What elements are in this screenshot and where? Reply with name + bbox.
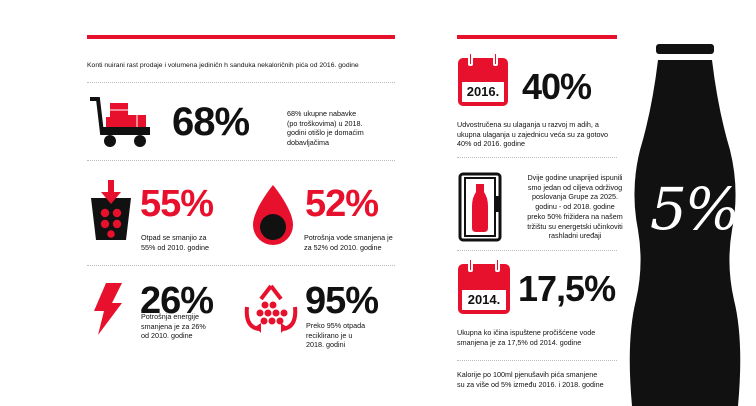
fridge-line2: smo jedan od ciljeva održivog (527, 182, 623, 192)
intro-text: Konti nuirani rast prodaje i volumena je… (87, 62, 359, 69)
stat-52-value: 52% (305, 183, 379, 225)
stat-40-line3: 40% od 2016. godine (457, 139, 525, 149)
stat-55-text: Otpad se smanjio za 55% od 2010. godine (141, 233, 241, 252)
stat-68-line3: godini otišlo je domaćim (287, 128, 364, 138)
stat-40-line2: ukupna ulaganja u zajednicu veća su za g… (457, 129, 609, 139)
stat-95-line2: recikliranо je u (306, 330, 353, 340)
stat-40-text: Udvostručena su ulaganja u razvoj m adih… (457, 120, 637, 149)
calories-text: Kalorije po 100ml pjenušavih pića smanje… (457, 370, 637, 389)
stat-26-line1: Potrošnja energije (141, 312, 199, 321)
stat-175-text: Ukupna ko ičina ispuštene pročišćene vod… (457, 328, 637, 347)
stat-26-value: 26% (140, 280, 214, 322)
divider (87, 265, 395, 266)
left-top-bar (87, 35, 395, 39)
stat-95-text: Preko 95% otpada recikliranо je u 2018. … (306, 321, 406, 350)
calendar-icon: 2014. (458, 258, 510, 314)
fridge-line4: godinu - od 2018. godine (535, 202, 615, 212)
stat-95-value: 95% (305, 280, 379, 322)
divider (457, 250, 617, 251)
divider (87, 160, 395, 161)
stat-26-line3: od 2010. godine (141, 331, 193, 341)
divider (87, 82, 395, 83)
fridge-line5: preko 50% frižidera na našem (527, 211, 623, 221)
stat-55-value: 55% (140, 183, 214, 225)
stat-68-line4: dobavljačima (287, 138, 329, 148)
stat-55-line2: 55% od 2010. godine (141, 242, 209, 252)
stat-26-text: Potrošnja energije smanjena je za 26% od… (141, 312, 241, 341)
waste-bin-icon (91, 180, 131, 240)
stat-175-line2: smanjena je za 17,5% od 2014. godine (457, 337, 582, 347)
fridge-line3: poslovanja Grupe za 2025. (532, 192, 618, 202)
stat-52-line2: za 52% od 2010. godine (304, 242, 382, 252)
stat-40-value: 40% (522, 66, 592, 107)
fridge-icon (458, 172, 502, 242)
stat-40-line1: Udvostručena su ulaganja u razvoj m adih… (457, 120, 599, 129)
bottle-label: 5% (650, 175, 740, 243)
stat-175-line1: Ukupna ko ičina ispuštene pročišćene vod… (457, 328, 596, 337)
recycle-icon (244, 284, 298, 333)
stat-68-value: 68% (172, 100, 250, 144)
fridge-line7: rashladni uređaji (548, 231, 602, 241)
fridge-line6: tržištu su energetski učinkoviti (527, 221, 623, 231)
divider (457, 157, 617, 158)
stat-68-line1: 68% ukupne nabavke (287, 109, 357, 118)
right-top-bar (457, 35, 617, 39)
lightning-bolt-icon (94, 283, 122, 335)
stat-26-line2: smanjena je za 26% (141, 321, 206, 331)
stat-55-line1: Otpad se smanjio za (141, 233, 207, 242)
stat-95-line1: Preko 95% otpada (306, 321, 366, 330)
calendar-year: 2016. (466, 84, 500, 99)
stat-95-line3: 2018. godini (306, 340, 346, 350)
bottle-icon (629, 44, 741, 406)
calories-line2: su za više od 5% između 2016. i 2018. go… (457, 379, 604, 389)
stat-68-line2: (po troškovima) u 2018. (287, 118, 363, 128)
water-drop-icon (253, 185, 293, 245)
fridge-text: Dvije godine unaprijed ispunili smo jeda… (515, 173, 635, 241)
calendar-icon: 2016. (458, 52, 508, 106)
stat-68-text: 68% ukupne nabavke (po troškovima) u 201… (287, 109, 397, 148)
calendar-year: 2014. (467, 292, 501, 307)
stat-175-value: 17,5% (518, 268, 616, 309)
divider (457, 360, 617, 361)
stat-52-line1: Potrošnja vode smanjena je (304, 233, 393, 242)
fridge-line1: Dvije godine unaprijed ispunili (527, 173, 623, 182)
stat-52-text: Potrošnja vode smanjena je za 52% od 201… (304, 233, 414, 252)
calories-line1: Kalorije po 100ml pjenušavih pića smanje… (457, 370, 598, 379)
trolley-boxes-icon (90, 97, 150, 147)
